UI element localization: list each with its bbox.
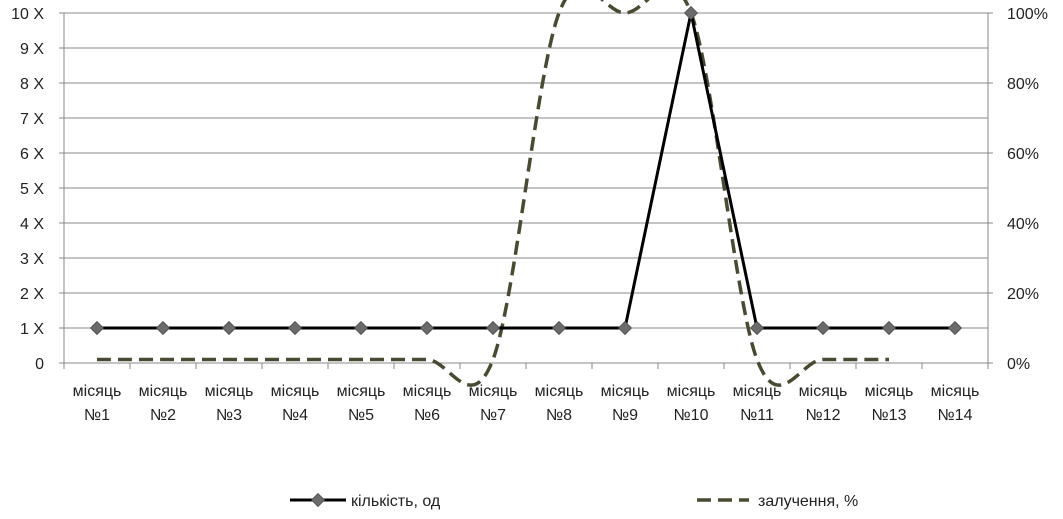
x-tick-label: місяць №12: [799, 383, 848, 424]
data-point: [881, 320, 897, 336]
data-point: [353, 320, 369, 336]
left-tick-label: 5 Х: [20, 181, 44, 198]
right-tick-label: 40%: [1007, 216, 1039, 233]
data-point: [749, 320, 765, 336]
x-tick-label: місяць №8: [535, 383, 584, 424]
legend-label: залучення, %: [758, 493, 858, 510]
series-line-engagement: [96, 0, 889, 387]
right-tick-label: 0%: [1007, 356, 1030, 373]
x-tick-label: місяць №10: [667, 383, 716, 424]
right-tick-label: 20%: [1007, 286, 1039, 303]
x-tick-label: місяць №13: [865, 383, 914, 424]
data-point: [221, 320, 237, 336]
left-tick-label: 6 Х: [20, 146, 44, 163]
data-point: [551, 320, 567, 336]
data-point: [155, 320, 171, 336]
data-point: [617, 320, 633, 336]
x-tick-label: місяць №1: [73, 383, 122, 424]
data-point: [287, 320, 303, 336]
data-point: [947, 320, 963, 336]
left-tick-label: 8 Х: [20, 76, 44, 93]
x-tick-label: місяць №11: [733, 383, 782, 424]
data-point: [419, 320, 435, 336]
x-tick-label: місяць №14: [931, 383, 980, 424]
right-tick-label: 100%: [1007, 6, 1048, 23]
right-axis-ticks: 0% 20% 40% 60% 80% 100%: [1007, 6, 1048, 373]
x-tick-label: місяць №2: [139, 383, 188, 424]
right-tick-label: 60%: [1007, 146, 1039, 163]
x-tick-label: місяць №9: [601, 383, 650, 424]
left-tick-label: 3 Х: [20, 251, 44, 268]
left-tick-label: 9 Х: [20, 41, 44, 58]
x-tick-label: місяць №3: [205, 383, 254, 424]
data-point: [485, 320, 501, 336]
legend-label: кількість, од: [351, 493, 441, 510]
left-tick-label: 7 Х: [20, 111, 44, 128]
left-tick-label: 2 Х: [20, 286, 44, 303]
data-point: [89, 320, 105, 336]
legend: кількість, од залучення, %: [290, 492, 858, 510]
left-tick-label: 4 Х: [20, 216, 44, 233]
series-layer: [89, 0, 963, 387]
left-axis-ticks: 0 1 Х 2 Х 3 Х 4 Х 5 Х 6 Х 7 Х 8 Х 9 Х 10 Х: [11, 6, 44, 373]
legend-marker: [310, 492, 326, 508]
data-point: [815, 320, 831, 336]
x-tick-label: місяць №5: [337, 383, 386, 424]
right-tick-label: 80%: [1007, 76, 1039, 93]
x-axis-ticks: місяць №1 місяць №2 місяць №3 місяць №4 місяць №5…: [73, 383, 980, 424]
data-point: [683, 5, 699, 21]
series-line-quantity: [97, 12, 955, 330]
left-tick-label: 10 Х: [11, 6, 44, 23]
x-tick-label: місяць №4: [271, 383, 320, 424]
left-tick-label: 1 Х: [20, 321, 44, 338]
x-tick-label: місяць №6: [403, 383, 452, 424]
x-tick-label: місяць №7: [469, 383, 518, 424]
axes: [63, 13, 989, 369]
left-tick-label: 0: [35, 356, 44, 373]
